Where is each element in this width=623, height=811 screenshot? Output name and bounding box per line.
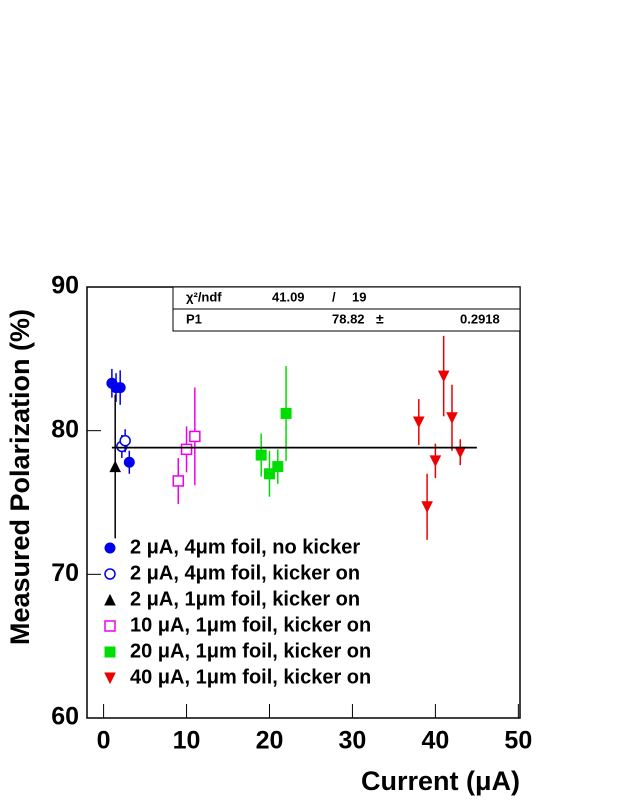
data-point [189,430,201,443]
legend-marker [104,620,116,632]
data-point [263,468,275,480]
x-tick-label: 10 [173,727,201,755]
stats-value: 41.09 [272,289,305,304]
data-point [272,461,284,473]
data-point [180,443,193,456]
y-tick-label: 80 [51,415,79,443]
data-point [255,449,267,461]
stats-label: χ²/ndf [186,289,222,304]
data-point [114,382,126,394]
data-point [119,434,131,447]
stats-value: 0.2918 [460,311,500,326]
y-tick-label: 60 [51,703,79,731]
x-axis-label: Current (μA) [361,766,520,796]
x-tick-label: 20 [256,727,284,755]
legend-label: 20 μA, 1μm foil, kicker on [130,640,371,662]
legend-label: 40 μA, 1μm foil, kicker on [130,666,371,688]
legend-marker [104,542,116,554]
x-tick-label: 30 [339,727,367,755]
legend-marker [104,646,116,658]
data-point [437,370,450,383]
data-point [412,416,425,429]
stats-sep: / [332,289,336,304]
data-point [446,412,458,424]
data-point [429,455,442,467]
data-point [123,456,135,468]
legend-marker [104,568,116,580]
y-axis-label: Measured Polarization (%) [5,309,35,645]
data-point [454,446,467,459]
x-tick-label: 40 [421,727,449,755]
legend-label: 2 μA, 4μm foil, no kicker [130,536,360,558]
legend-label: 2 μA, 1μm foil, kicker on [130,588,360,610]
stats-label: P1 [186,311,202,326]
y-tick-label: 90 [51,272,79,300]
legend-label: 2 μA, 4μm foil, kicker on [130,562,360,584]
legend-label: 10 μA, 1μm foil, kicker on [130,614,371,636]
x-tick-label: 0 [97,727,111,755]
stats-pm: ± [376,311,384,327]
data-point [109,460,122,473]
y-tick-label: 70 [51,559,79,587]
stats-value: 19 [352,289,366,304]
data-point [280,407,292,419]
stats-value: 78.82 [332,311,365,326]
data-point [172,475,184,487]
legend-marker [104,593,116,606]
data-point [421,501,433,513]
x-tick-label: 50 [504,727,532,755]
legend-marker [104,672,116,685]
